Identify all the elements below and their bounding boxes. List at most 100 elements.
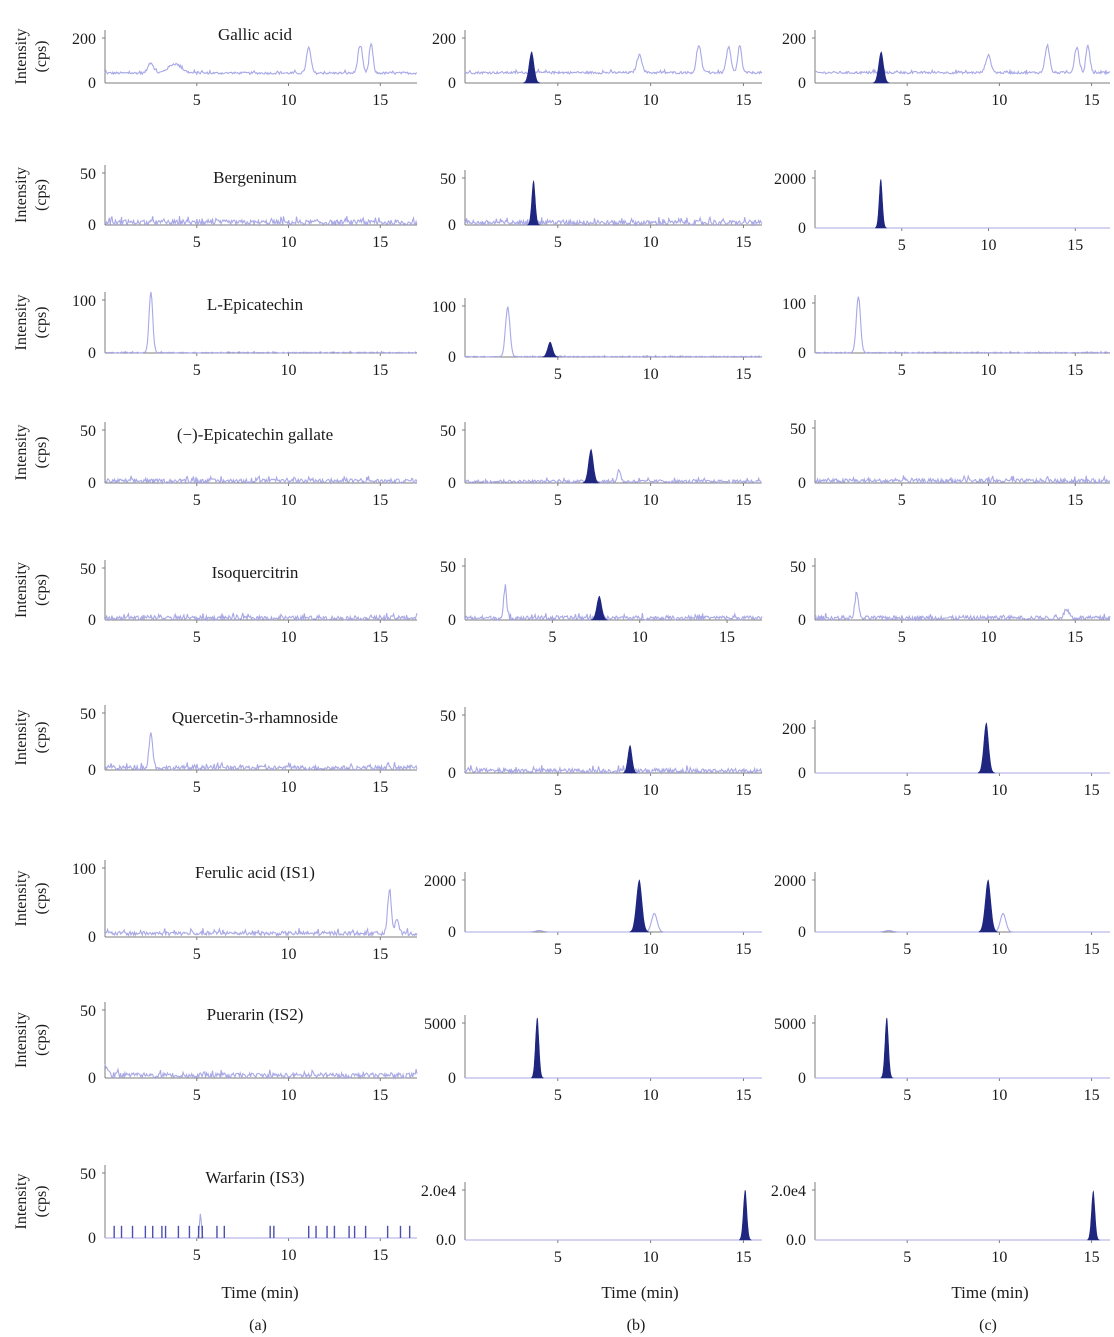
chromatogram-trace [814, 591, 1111, 622]
y-tick-label: 2000 [424, 873, 456, 890]
y-tick-label: 50 [440, 708, 456, 725]
x-tick-label: 5 [554, 1087, 562, 1104]
x-tick-label: 5 [903, 941, 911, 958]
y-tick-label: 2.0e4 [771, 1183, 806, 1200]
compound-name: Gallic acid [218, 25, 293, 44]
y-tick-label: 0 [448, 475, 456, 492]
compound-name: Ferulic acid (IS1) [195, 863, 315, 882]
y-tick-label: 5000 [424, 1016, 456, 1033]
chromatogram-panel: 0 50 5 10 15 [440, 170, 763, 251]
analyte-peak [875, 179, 888, 229]
y-label-line-1: Intensity [13, 295, 30, 351]
y-label-line-1: Intensity [13, 871, 30, 927]
chromatogram-panel: 0 50 5 10 15 [790, 558, 1111, 646]
chromatogram-panel: 0 5000 5 10 15 [424, 1015, 762, 1104]
chromatogram-row: Intensity (cps) Gallic acid 0 200 5 10 15 0 200 5 1… [13, 25, 1111, 109]
x-tick-label: 15 [1067, 362, 1083, 379]
y-label-line-2: (cps) [33, 1024, 50, 1056]
x-tick-label: 5 [554, 1249, 562, 1266]
y-tick-label: 0 [448, 924, 456, 941]
y-axis-label: Intensity (cps) [13, 29, 50, 85]
x-tick-label: 10 [643, 782, 659, 799]
y-tick-label: 0.0 [786, 1232, 806, 1249]
y-tick-label: 0 [798, 475, 806, 492]
y-label-line-1: Intensity [13, 425, 30, 481]
x-axis-label: Time (min) [601, 1283, 678, 1302]
x-tick-label: 10 [981, 362, 997, 379]
x-tick-label: 5 [554, 234, 562, 251]
x-tick-label: 10 [981, 492, 997, 509]
x-tick-label: 5 [554, 492, 562, 509]
chromatogram-trace [104, 888, 418, 938]
chromatogram-panel: 0 200 5 10 15 [432, 30, 763, 109]
x-tick-label: 15 [735, 366, 751, 383]
analyte-peak [977, 722, 996, 774]
x-tick-label: 15 [372, 1247, 388, 1264]
chromatogram-panel: 0 50 5 10 15 [440, 422, 762, 509]
x-tick-label: 15 [735, 492, 751, 509]
y-tick-label: 0 [798, 924, 806, 941]
y-tick-label: 100 [72, 293, 96, 310]
x-tick-label: 10 [643, 492, 659, 509]
chromatogram-trace [464, 215, 763, 227]
compound-name: Puerarin (IS2) [207, 1005, 304, 1024]
y-tick-label: 100 [72, 861, 96, 878]
analyte-peak [590, 595, 608, 621]
x-tick-label: 5 [193, 779, 201, 796]
chromatogram-panel: 0 200 5 10 15 [72, 30, 417, 109]
x-tick-label: 5 [898, 362, 906, 379]
x-tick-label: 10 [991, 941, 1007, 958]
chromatogram-panel: 0 100 5 10 15 [72, 291, 418, 379]
y-tick-label: 5000 [774, 1016, 806, 1033]
x-tick-label: 10 [981, 629, 997, 646]
y-axis-label: Intensity (cps) [13, 710, 50, 766]
chromatogram-panel: 0.0 2.0e4 5 10 15 [421, 1182, 762, 1266]
panel-letter: (a) [249, 1317, 267, 1334]
x-axis-label: Time (min) [951, 1283, 1028, 1302]
chromatogram-panel: 0 200 5 10 15 [782, 720, 1110, 799]
x-tick-label: 5 [554, 782, 562, 799]
x-tick-label: 10 [281, 1247, 297, 1264]
y-label-line-2: (cps) [33, 722, 50, 754]
x-tick-label: 15 [372, 92, 388, 109]
compound-name: L-Epicatechin [207, 295, 304, 314]
y-label-line-1: Intensity [13, 167, 30, 223]
y-tick-label: 50 [80, 706, 96, 723]
x-tick-label: 10 [991, 782, 1007, 799]
y-tick-label: 0 [448, 765, 456, 782]
compound-name: Isoquercitrin [212, 563, 299, 582]
chromatogram-trace [105, 732, 418, 772]
x-tick-label: 5 [554, 92, 562, 109]
chromatogram-trace [464, 44, 763, 76]
chromatogram-trace [815, 913, 1110, 933]
x-tick-label: 10 [281, 1087, 297, 1104]
y-tick-label: 50 [790, 559, 806, 576]
x-tick-label: 5 [193, 234, 201, 251]
y-tick-label: 50 [440, 423, 456, 440]
y-axis-label: Intensity (cps) [13, 295, 50, 351]
panel-letter: (c) [979, 1317, 997, 1334]
x-tick-label: 5 [193, 492, 201, 509]
x-tick-label: 5 [193, 1087, 201, 1104]
chromatogram-row: Intensity (cps) Warfarin (IS3) 0 50 5 10 15 0.0 2… [13, 1165, 1110, 1266]
x-tick-label: 15 [1067, 629, 1083, 646]
chromatogram-panel: 0 50 5 10 15 [790, 420, 1111, 509]
chromatogram-panel: 0 50 5 10 15 [80, 1165, 417, 1264]
x-tick-label: 15 [1084, 941, 1100, 958]
analyte-peak [629, 879, 650, 933]
y-axis-label: Intensity (cps) [13, 1174, 50, 1230]
x-tick-label: 5 [898, 237, 906, 254]
chromatogram-panel: 0 50 5 10 15 [440, 707, 763, 799]
chromatogram-trace [105, 1213, 417, 1239]
analyte-peak [739, 1189, 752, 1241]
x-tick-label: 10 [281, 92, 297, 109]
y-tick-label: 0.0 [436, 1232, 456, 1249]
x-tick-label: 15 [735, 92, 751, 109]
x-tick-label: 5 [193, 92, 201, 109]
x-tick-label: 10 [643, 1087, 659, 1104]
x-tick-label: 10 [281, 779, 297, 796]
y-tick-label: 50 [440, 171, 456, 188]
y-tick-label: 50 [80, 423, 96, 440]
